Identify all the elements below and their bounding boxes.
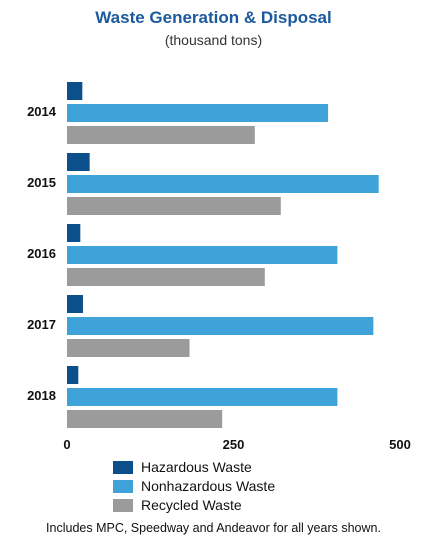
bar-recycled-waste-2018 — [67, 410, 223, 428]
bar-recycled-waste-2016 — [67, 268, 265, 286]
legend-swatch-hazardous — [113, 460, 133, 474]
bar-hazardous-waste-2014 — [67, 82, 83, 100]
bar-recycled-waste-2017 — [67, 339, 190, 357]
legend: Hazardous Waste Nonhazardous Waste Recyc… — [113, 458, 275, 515]
chart-subtitle: (thousand tons) — [164, 32, 263, 48]
legend-item-hazardous: Hazardous Waste — [113, 458, 275, 476]
x-tick-label-500: 500 — [389, 437, 411, 452]
bar-hazardous-waste-2018 — [67, 366, 79, 384]
legend-swatch-recycled — [113, 498, 133, 512]
bar-hazardous-waste-2017 — [67, 295, 83, 313]
legend-item-recycled: Recycled Waste — [113, 496, 275, 514]
x-tick-label-250: 250 — [223, 437, 245, 452]
legend-swatch-nonhazardous — [113, 479, 133, 493]
bar-hazardous-waste-2015 — [67, 153, 90, 171]
x-tick-label-0: 0 — [63, 437, 70, 452]
category-label-2017: 2017 — [27, 317, 56, 332]
bar-nonhazardous-waste-2017 — [67, 317, 374, 335]
bar-nonhazardous-waste-2018 — [67, 388, 338, 406]
bar-nonhazardous-waste-2015 — [67, 175, 379, 193]
category-label-2015: 2015 — [27, 175, 56, 190]
category-label-2016: 2016 — [27, 246, 56, 261]
category-label-2018: 2018 — [27, 388, 56, 403]
chart-title: Waste Generation & Disposal — [95, 8, 332, 27]
bar-recycled-waste-2015 — [67, 197, 281, 215]
footnote: Includes MPC, Speedway and Andeavor for … — [46, 521, 381, 535]
bar-hazardous-waste-2016 — [67, 224, 81, 242]
legend-item-nonhazardous: Nonhazardous Waste — [113, 477, 275, 495]
legend-label-recycled: Recycled Waste — [141, 497, 242, 513]
legend-label-hazardous: Hazardous Waste — [141, 459, 252, 475]
legend-label-nonhazardous: Nonhazardous Waste — [141, 478, 276, 494]
category-label-2014: 2014 — [27, 104, 57, 119]
bar-nonhazardous-waste-2014 — [67, 104, 329, 122]
bar-chart: 2014 2015 2016 2017 2018 0 250 500 — [27, 82, 411, 452]
bar-nonhazardous-waste-2016 — [67, 246, 338, 264]
bar-recycled-waste-2014 — [67, 126, 255, 144]
